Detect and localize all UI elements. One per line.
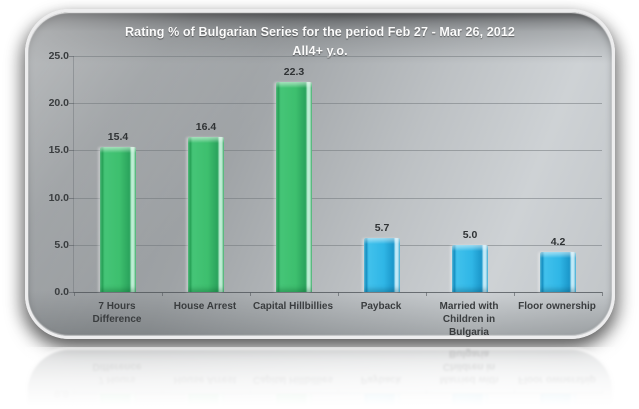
x-axis-label: House Arrest (173, 374, 237, 385)
bar (276, 394, 312, 409)
y-axis-label: 25.0 (48, 50, 69, 62)
x-axis-tick (426, 292, 427, 296)
y-axis-label: 15.0 (48, 144, 69, 157)
x-axis-tick (426, 390, 427, 394)
bar-value-label: 15.4 (107, 130, 129, 143)
y-axis-label: 0.0 (54, 388, 69, 400)
x-axis-tick (162, 292, 163, 296)
gridline (74, 150, 602, 152)
y-axis-labels: 25.020.015.010.05.00.0 (28, 388, 69, 409)
bar (100, 394, 136, 409)
x-axis-tick (338, 390, 339, 394)
reflection: Rating % of Bulgarian Series for the per… (25, 347, 615, 409)
x-axis-label: Payback (360, 374, 402, 385)
x-axis-label: Floor ownership (518, 374, 596, 385)
x-axis-tick (514, 292, 515, 296)
bar-value-label: 4.2 (550, 236, 566, 249)
x-axis-label: Capital Hillbillies (252, 301, 334, 312)
bar (452, 244, 488, 292)
x-axis-label: 7 Hours Difference (92, 361, 142, 385)
gridline (74, 197, 602, 199)
gloss-sheen (28, 350, 612, 409)
x-axis-labels: 7 Hours Difference House Arrest Capital Hi… (73, 300, 601, 339)
bar (188, 137, 224, 292)
y-axis-tick (69, 244, 74, 246)
chart-title: Rating % of Bulgarian Series for the per… (28, 23, 612, 62)
bar (276, 81, 312, 292)
y-axis-label: 20.0 (48, 97, 69, 110)
y-axis-tick (69, 150, 74, 152)
y-axis-tick (69, 103, 74, 105)
y-axis-labels: 25.0 20.0 15.0 10.0 5.0 0.0 (28, 50, 69, 298)
bar-value-label: 5.7 (374, 222, 390, 235)
bar (100, 146, 136, 292)
x-axis-tick (602, 390, 603, 394)
bar-value-label: 22.3 (283, 65, 305, 78)
x-axis-tick (250, 390, 251, 394)
x-axis-label: Married with Children in Bulgaria (439, 301, 499, 338)
x-axis-label: Payback (360, 301, 402, 312)
y-axis-tick (69, 292, 74, 293)
x-axis-tick (250, 292, 251, 296)
x-axis-label: 7 Hours Difference (92, 301, 142, 325)
x-axis-tick (74, 390, 75, 394)
bar (188, 394, 224, 409)
x-axis-label: Floor ownership (518, 301, 596, 312)
x-axis-tick (162, 390, 163, 394)
plot-area: 15.416.422.35.75.04.2 (69, 390, 603, 409)
y-axis-tick (69, 197, 74, 199)
x-axis-tick (74, 292, 75, 296)
gridline (74, 56, 602, 57)
bar-value-label: 16.4 (195, 121, 217, 134)
bar (540, 394, 576, 409)
x-axis-tick (602, 292, 603, 296)
x-axis-tick (514, 390, 515, 394)
y-axis-label: 5.0 (54, 238, 69, 251)
bar (452, 394, 488, 409)
bar (540, 252, 576, 292)
y-axis-tick (69, 56, 74, 57)
reflection-fade (25, 347, 615, 409)
bar (364, 394, 400, 409)
plot-area: 15.4 16.4 22.3 5.7 5.0 4.2 (69, 56, 603, 296)
chart-title-line2: All4+ y.o. (292, 44, 348, 59)
x-axis-label: House Arrest (173, 301, 237, 312)
chart-title-line1: Rating % of Bulgarian Series for the per… (125, 25, 515, 39)
x-axis-label: Capital Hillbillies (252, 374, 334, 385)
gridline (74, 103, 602, 105)
y-axis-label: 0.0 (54, 286, 69, 298)
y-axis-label: 10.0 (48, 191, 69, 204)
y-axis-tick (69, 393, 74, 394)
chart-panel-reflection: Rating % of Bulgarian Series for the per… (25, 347, 615, 409)
x-axis-tick (338, 292, 339, 296)
x-axis-label: Married with Children in Bulgaria (439, 348, 499, 385)
x-axis-labels: 7 Hours Difference House Arrest Capital Hi… (73, 347, 601, 386)
chart-panel: Rating % of Bulgarian Series for the per… (25, 9, 615, 339)
gridline (74, 244, 602, 246)
bar-value-label: 5.0 (462, 228, 478, 241)
bar (364, 238, 400, 292)
